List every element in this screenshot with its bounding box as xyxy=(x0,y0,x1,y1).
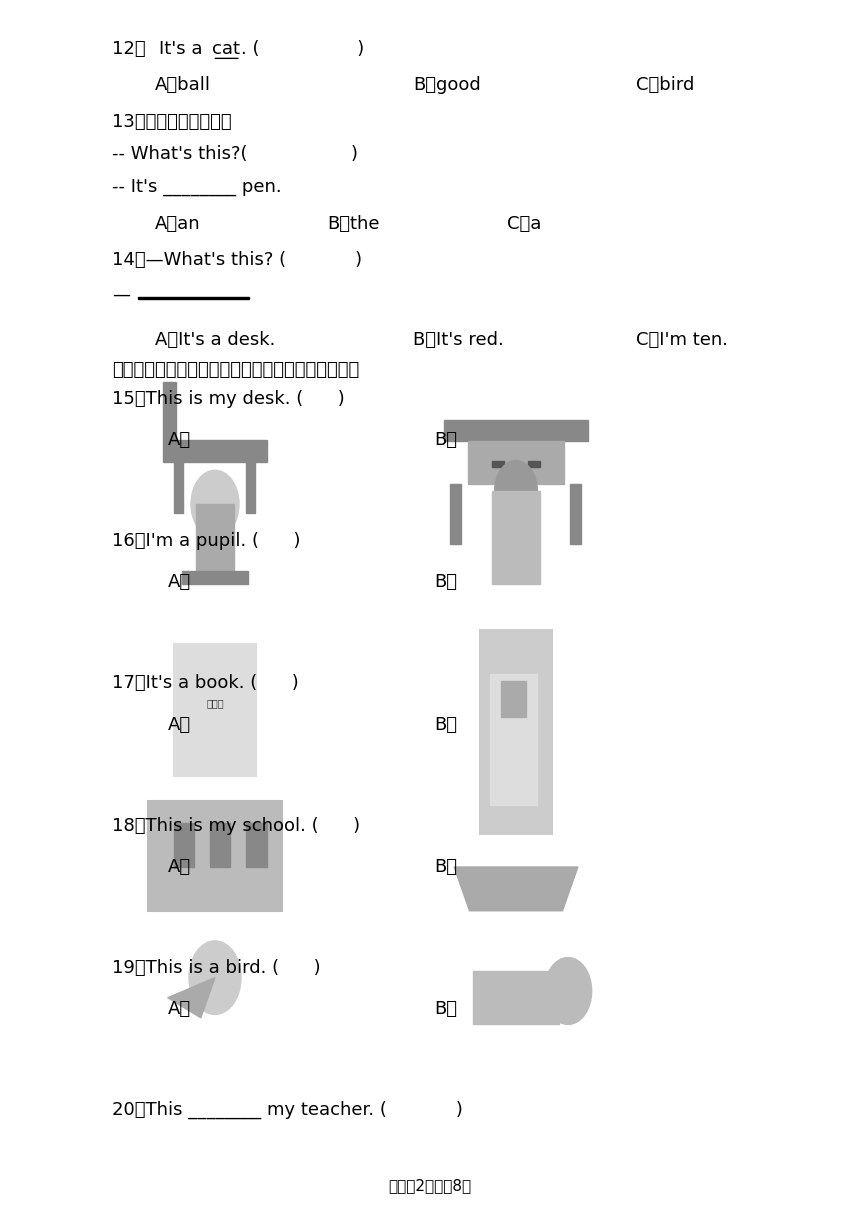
Text: B．good: B．good xyxy=(413,77,481,94)
Bar xyxy=(163,440,267,462)
Text: B．It's red.: B．It's red. xyxy=(413,332,504,349)
Bar xyxy=(492,461,504,467)
Text: B．: B． xyxy=(434,858,458,876)
Text: -- What's this?(                  ): -- What's this?( ) xyxy=(112,146,358,163)
Text: 18．This is my school. (      ): 18．This is my school. ( ) xyxy=(112,817,360,834)
Text: A．: A． xyxy=(168,1001,191,1018)
Bar xyxy=(246,462,255,513)
Text: 13．选择正确的一项：: 13．选择正确的一项： xyxy=(112,113,231,130)
Circle shape xyxy=(191,471,239,537)
Bar xyxy=(468,441,564,484)
Bar xyxy=(450,484,461,544)
Text: C．bird: C．bird xyxy=(636,77,695,94)
Polygon shape xyxy=(454,867,578,911)
Text: 12．: 12． xyxy=(112,40,145,57)
Text: B．: B． xyxy=(434,574,458,591)
Bar xyxy=(473,970,559,1024)
Text: 15．This is my desk. (      ): 15．This is my desk. ( ) xyxy=(112,390,345,407)
Polygon shape xyxy=(168,978,215,1018)
Text: 19．This is a bird. (      ): 19．This is a bird. ( ) xyxy=(112,959,321,976)
Text: 连环画: 连环画 xyxy=(206,698,224,708)
Text: A．: A． xyxy=(168,432,191,449)
Bar xyxy=(444,421,588,441)
Bar xyxy=(196,503,234,572)
Text: . (                 ): . ( ) xyxy=(241,40,364,57)
Text: 14．—What's this? (            ): 14．—What's this? ( ) xyxy=(112,252,362,269)
Bar xyxy=(138,297,249,299)
Text: A．ball: A．ball xyxy=(155,77,211,94)
Text: 17．It's a book. (      ): 17．It's a book. ( ) xyxy=(112,675,298,692)
Text: 20．This ________ my teacher. (            ): 20．This ________ my teacher. ( ) xyxy=(112,1100,463,1120)
Bar xyxy=(163,382,176,440)
Text: A．It's a desk.: A．It's a desk. xyxy=(155,332,275,349)
Text: 16．I'm a pupil. (      ): 16．I'm a pupil. ( ) xyxy=(112,533,300,550)
Text: B．the: B．the xyxy=(327,215,379,232)
Text: cat: cat xyxy=(212,40,241,57)
Text: A．: A． xyxy=(168,858,191,876)
Circle shape xyxy=(544,958,592,1024)
Bar xyxy=(480,630,552,834)
Circle shape xyxy=(494,461,538,520)
Circle shape xyxy=(189,941,241,1014)
Text: -- It's ________ pen.: -- It's ________ pen. xyxy=(112,179,281,196)
Bar xyxy=(570,484,581,544)
Text: B．: B． xyxy=(434,432,458,449)
Bar xyxy=(174,644,256,776)
Text: B．: B． xyxy=(434,716,458,733)
Text: C．I'm ten.: C．I'm ten. xyxy=(636,332,728,349)
Bar xyxy=(182,572,248,585)
Bar xyxy=(210,823,230,867)
Text: A．: A． xyxy=(168,716,191,733)
Bar xyxy=(148,801,282,911)
Text: —: — xyxy=(112,286,130,303)
Text: 试卷第2页，兲8页: 试卷第2页，兲8页 xyxy=(389,1178,471,1193)
Text: 读句子，选择正确的图片，将序号写在题前括号内。: 读句子，选择正确的图片，将序号写在题前括号内。 xyxy=(112,361,359,378)
Bar xyxy=(528,461,540,467)
Text: C．a: C．a xyxy=(507,215,542,232)
Text: It's a: It's a xyxy=(159,40,208,57)
Bar xyxy=(174,823,194,867)
Bar xyxy=(174,462,183,513)
Bar xyxy=(490,674,537,805)
Bar xyxy=(501,681,526,717)
Bar xyxy=(492,491,540,585)
Text: A．an: A．an xyxy=(155,215,200,232)
Bar xyxy=(246,823,267,867)
Text: B．: B． xyxy=(434,1001,458,1018)
Text: A．: A． xyxy=(168,574,191,591)
